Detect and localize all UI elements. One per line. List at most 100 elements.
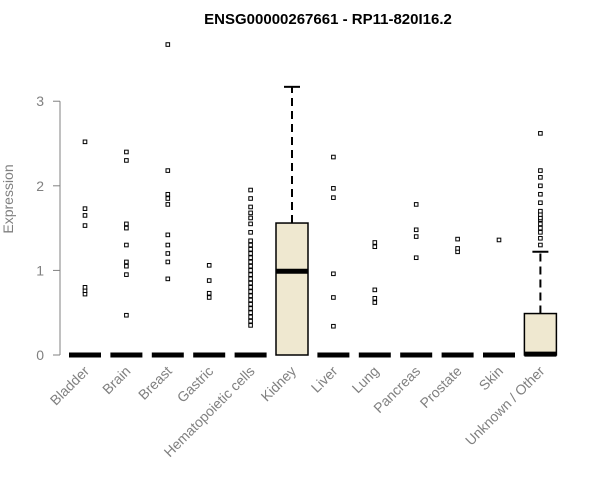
outlier-0-6 (82, 139, 88, 145)
outlier-4-3 (248, 310, 253, 316)
x-tick-label-7: Lung (349, 363, 382, 396)
outlier-4-7 (248, 293, 253, 299)
outlier-2-3 (165, 242, 171, 248)
outlier-1-2 (124, 263, 129, 269)
outlier-11-2 (538, 230, 543, 235)
box-10 (483, 237, 515, 358)
outlier-6-3 (331, 195, 336, 200)
outlier-2-9 (165, 42, 171, 47)
outlier-11-4 (538, 221, 543, 227)
outlier-1-8 (124, 149, 129, 155)
outlier-6-4 (331, 186, 336, 191)
outlier-11-13 (538, 168, 543, 173)
outlier-2-2 (165, 251, 171, 256)
outlier-1-7 (124, 158, 129, 163)
outlier-0-5 (82, 206, 88, 211)
outlier-4-10 (248, 280, 253, 286)
box-9 (441, 236, 474, 358)
outlier-6-1 (331, 295, 336, 300)
outlier-4-15 (248, 259, 253, 265)
outlier-3-3 (206, 263, 212, 268)
y-tick-label-2: 2 (36, 178, 44, 194)
outlier-10-0 (496, 237, 502, 243)
chart-title: ENSG00000267661 - RP11-820I16.2 (204, 11, 452, 28)
outlier-4-19 (248, 242, 253, 248)
outlier-11-8 (538, 208, 543, 214)
outlier-4-21 (248, 230, 253, 235)
outlier-3-2 (206, 278, 212, 283)
box-1 (110, 149, 143, 358)
outlier-4-14 (248, 263, 253, 269)
outlier-7-4 (372, 240, 378, 245)
outlier-1-4 (124, 242, 129, 248)
outlier-11-10 (538, 191, 543, 197)
outlier-2-6 (165, 196, 171, 201)
outlier-4-4 (248, 306, 253, 311)
outlier-7-2 (372, 287, 378, 293)
x-tick-label-1: Brain (99, 363, 133, 397)
outlier-11-12 (538, 175, 543, 180)
outlier-2-0 (165, 276, 171, 282)
outlier-1-5 (124, 225, 129, 231)
outlier-4-25 (248, 204, 253, 210)
outlier-11-0 (538, 242, 543, 248)
outlier-8-2 (413, 227, 419, 233)
box-6 (317, 154, 350, 358)
outlier-8-1 (413, 234, 419, 239)
outlier-11-1 (538, 235, 543, 241)
outlier-4-23 (248, 215, 253, 221)
x-tick-label-2: Breast (135, 363, 175, 403)
outlier-4-17 (248, 251, 253, 256)
y-tick-label-0: 0 (36, 347, 44, 363)
outlier-2-5 (165, 202, 171, 207)
outlier-4-0 (248, 323, 253, 328)
outlier-2-1 (165, 259, 171, 265)
outlier-4-1 (248, 318, 253, 324)
outlier-1-3 (124, 259, 129, 265)
x-tick-label-11: Unknown / Other (462, 363, 548, 449)
outlier-4-26 (248, 196, 253, 201)
box-0 (69, 139, 101, 358)
y-tick-label-1: 1 (36, 262, 44, 278)
outlier-4-24 (248, 210, 253, 216)
outlier-7-3 (372, 244, 378, 250)
outlier-1-1 (124, 272, 129, 277)
box-rect-5 (275, 222, 309, 356)
box-4 (234, 187, 267, 358)
y-tick-label-3: 3 (36, 93, 44, 109)
outlier-4-22 (248, 221, 253, 227)
outlier-7-0 (372, 300, 378, 305)
outlier-3-0 (206, 295, 212, 300)
x-tick-label-0: Bladder (47, 363, 93, 409)
outlier-4-13 (248, 268, 253, 273)
outlier-4-20 (248, 238, 253, 244)
outlier-4-11 (248, 276, 253, 282)
box-2 (151, 42, 184, 358)
outlier-1-6 (124, 221, 129, 227)
outlier-2-7 (165, 191, 171, 197)
outlier-0-4 (82, 213, 88, 218)
box-rect-11 (523, 312, 558, 356)
x-tick-label-10: Skin (476, 363, 507, 394)
box-7 (358, 240, 391, 358)
outlier-9-1 (455, 246, 460, 251)
box-3 (193, 263, 226, 358)
outlier-3-1 (206, 290, 212, 296)
outlier-4-12 (248, 272, 253, 277)
outlier-4-8 (248, 289, 253, 294)
outlier-11-14 (538, 131, 543, 136)
outlier-8-3 (413, 202, 419, 207)
outlier-0-3 (82, 223, 88, 228)
outlier-4-27 (248, 187, 253, 193)
outlier-0-2 (82, 285, 88, 290)
boxes-group (69, 42, 558, 358)
outlier-11-3 (538, 225, 543, 231)
outlier-8-0 (413, 255, 419, 261)
box-5 (275, 85, 309, 356)
outlier-4-18 (248, 246, 253, 252)
outlier-6-2 (331, 271, 336, 277)
x-tick-label-5: Kidney (258, 363, 300, 405)
x-tick-label-6: Liver (308, 363, 341, 396)
